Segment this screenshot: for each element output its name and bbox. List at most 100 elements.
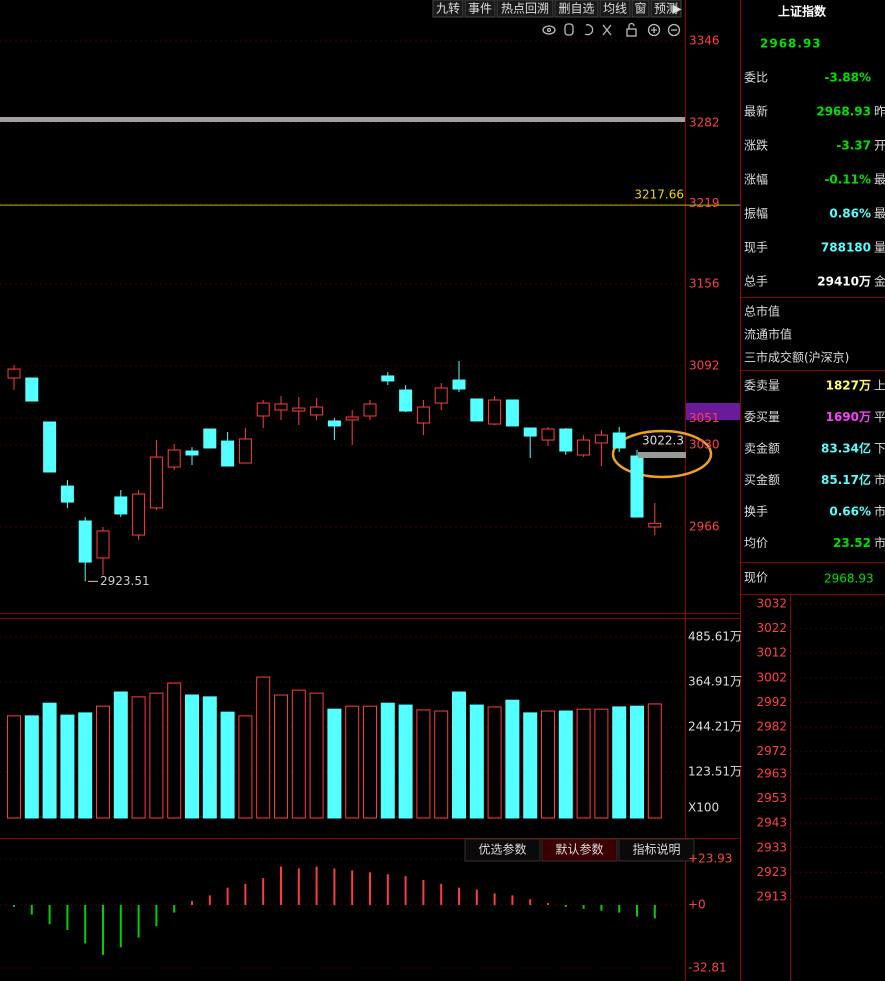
candle-body — [203, 428, 217, 449]
volume-bar — [7, 715, 21, 819]
volume-bar — [416, 709, 431, 819]
volume-unit: X100 — [688, 801, 719, 815]
candle-body — [470, 398, 484, 422]
candle-body — [434, 387, 448, 404]
quote-extra: 市 — [874, 504, 885, 519]
y-tick-label: 3002 — [756, 670, 787, 684]
toolbar-button[interactable] — [650, 0, 682, 18]
quote-extra: 最 — [874, 173, 885, 187]
volume-bar — [327, 708, 342, 819]
candle-body — [43, 421, 57, 473]
quote-label: 卖金额 — [744, 441, 780, 456]
y-tick-label: 364.91万 — [688, 674, 742, 688]
toolbar-label: 窗 — [634, 2, 646, 16]
volume-bar — [594, 708, 609, 819]
candle-body — [185, 450, 199, 456]
indicator-label: 指标说明 — [632, 842, 680, 857]
quote-value: 23.52 — [833, 536, 871, 550]
candle-body — [114, 496, 128, 515]
toolbar-button[interactable] — [599, 0, 631, 18]
indicator-label: 默认参数 — [555, 842, 603, 857]
indicator-button[interactable] — [464, 838, 541, 862]
volume-bar — [398, 704, 413, 819]
quote-label: 总市值 — [744, 304, 780, 319]
volume-bar — [42, 702, 57, 819]
candle-body — [7, 368, 21, 379]
current-label: 3022.3 — [642, 433, 684, 447]
y-tick-label: +0 — [688, 897, 706, 911]
y-tick-label: 2963 — [756, 766, 787, 780]
candle-body — [648, 522, 662, 528]
toolbar-label: 均线 — [603, 2, 627, 16]
volume-bar — [576, 708, 591, 819]
quote-value: 0.86% — [829, 207, 871, 221]
volume-bar — [647, 703, 662, 819]
y-tick-label: 244.21万 — [688, 719, 742, 733]
quote-label: 三市成交额(沪深京) — [744, 350, 849, 365]
quote-label: 振幅 — [744, 206, 768, 221]
y-tick-label: 2953 — [756, 791, 787, 805]
candle-body — [594, 434, 608, 444]
quote-value: 0.66% — [829, 505, 871, 519]
quote-value: 83.34亿 — [821, 441, 871, 456]
volume-bar — [630, 705, 644, 819]
quote-price: 2968.93 — [760, 37, 822, 51]
quote-label: 委卖量 — [744, 379, 780, 393]
quote-label: 委比 — [744, 71, 768, 85]
volume-bar — [60, 714, 75, 819]
volume-bar — [96, 705, 110, 819]
toolbar-label: 事件 — [468, 2, 492, 16]
quote-value: 1827万 — [826, 379, 871, 393]
indicator-label: 优选参数 — [478, 842, 526, 857]
y-tick-label: 3092 — [689, 358, 720, 372]
quote-value: -0.11% — [824, 173, 871, 187]
quote-extra: 上 — [874, 379, 885, 393]
volume-bar — [220, 711, 235, 819]
candle-body — [416, 406, 430, 424]
quote-value: 1690万 — [826, 410, 871, 424]
indicator-button[interactable] — [541, 838, 618, 862]
quote-label: 现手 — [744, 241, 768, 255]
volume-bar — [113, 691, 128, 819]
quote-label: 委买量 — [744, 410, 780, 424]
candle-body — [399, 389, 413, 412]
candle-body — [559, 428, 573, 452]
quote-label: 总手 — [744, 275, 768, 289]
candle-body — [292, 407, 306, 412]
volume-bar — [612, 706, 627, 819]
volume-bar — [131, 696, 146, 819]
candle-body — [381, 375, 395, 382]
y-tick-label: 2933 — [756, 840, 787, 854]
volume-bar — [238, 715, 253, 819]
quote-value: 29410万 — [817, 275, 871, 289]
indicator-button[interactable] — [618, 838, 695, 862]
volume-bar — [558, 710, 573, 819]
toolbar-button[interactable] — [631, 0, 650, 18]
toolbar-label: 预测 — [654, 2, 678, 16]
volume-bar — [380, 702, 395, 819]
quote-extra: 量 — [874, 241, 885, 255]
y-tick-label: 3156 — [689, 277, 720, 291]
toolbar-button[interactable] — [496, 0, 554, 18]
quote-value: 788180 — [821, 241, 871, 255]
candle-body — [25, 377, 39, 402]
volume-bar — [363, 705, 377, 819]
y-tick-label: 3030 — [689, 438, 720, 452]
quote-value: 85.17亿 — [821, 472, 871, 487]
candle-body — [132, 493, 146, 536]
y-tick-label: 3012 — [756, 646, 787, 660]
toolbar-button[interactable] — [464, 0, 496, 18]
candle-body — [60, 485, 74, 503]
toolbar-button[interactable] — [554, 0, 599, 18]
candle-body — [149, 456, 163, 509]
y-tick-label: 3051 — [689, 411, 720, 425]
y-tick-label: 3346 — [689, 34, 720, 48]
y-tick-label: 3032 — [756, 597, 787, 611]
volume-bar — [291, 689, 306, 819]
quote-label: 流通市值 — [744, 327, 792, 342]
toolbar-button[interactable] — [432, 0, 464, 18]
y-tick-label: +23.93 — [688, 852, 732, 866]
volume-bar — [24, 715, 39, 819]
